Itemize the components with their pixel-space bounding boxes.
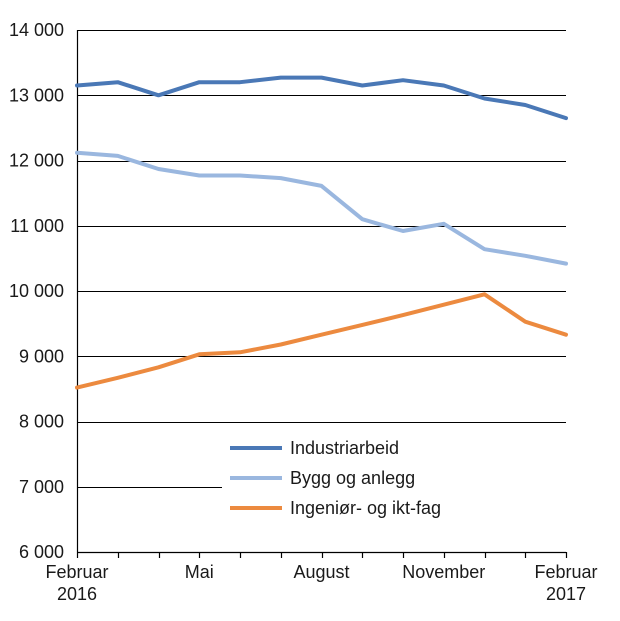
x-tick-label: Februar	[534, 562, 597, 582]
y-tick-label: 10 000	[9, 281, 64, 301]
series-line-industriarbeid	[75, 75, 568, 121]
y-axis-tick-labels: 6 000 7 000 8 000 9 000 10 000 11 000 12 000 13…	[9, 20, 64, 562]
axes	[76, 30, 566, 554]
legend-label: Bygg og anlegg	[290, 468, 415, 488]
y-tick-label: 8 000	[19, 412, 64, 432]
y-tick-label: 13 000	[9, 85, 64, 105]
x-tick-label: Februar	[45, 562, 108, 582]
legend-label: Ingeniør- og ikt-fag	[290, 498, 441, 518]
x-tick-label: Mai	[185, 562, 214, 582]
x-tick-label-year: 2017	[546, 584, 586, 604]
y-tick-label: 6 000	[19, 542, 64, 562]
x-tick-label: November	[402, 562, 485, 582]
series-line-bygg-og-anlegg	[75, 150, 568, 266]
x-tick-label-year: 2016	[57, 584, 97, 604]
y-tick-label: 7 000	[19, 477, 64, 497]
series-line-ingeni-r-og-ikt-fag	[75, 292, 568, 390]
legend: Industriarbeid Bygg og anlegg Ingeniør- og…	[222, 425, 522, 525]
y-tick-label: 14 000	[9, 20, 64, 40]
y-tick-label: 12 000	[9, 151, 64, 171]
y-tick-label: 9 000	[19, 346, 64, 366]
x-tick-label: August	[293, 562, 349, 582]
legend-label: Industriarbeid	[290, 438, 399, 458]
series-lines	[75, 75, 568, 390]
y-tick-label: 11 000	[10, 216, 64, 236]
